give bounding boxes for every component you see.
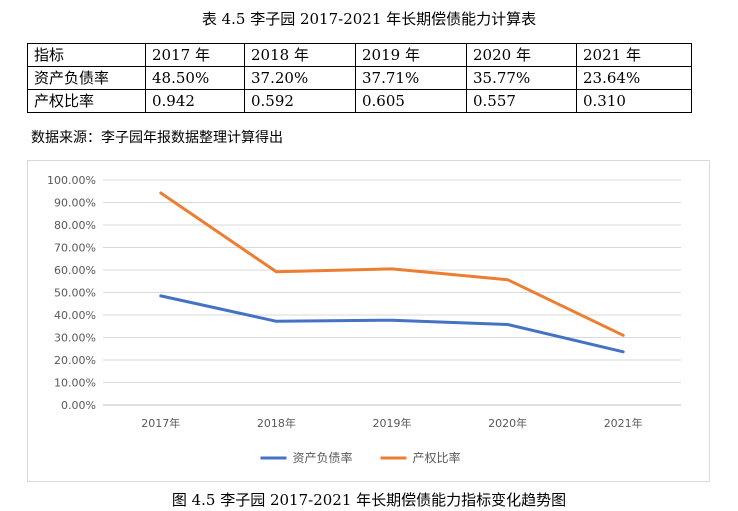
figure-caption: 图 4.5 李子园 2017-2021 年长期偿债能力指标变化趋势图 bbox=[171, 491, 567, 509]
table-cell: 37.71% bbox=[355, 66, 467, 90]
table-cell: 0.942 bbox=[145, 89, 245, 113]
table-row-debt-ratio: 资产负债率 48.50% 37.20% 37.71% 35.77% 23.64% bbox=[27, 66, 692, 90]
header-cell-2019: 2019 年 bbox=[355, 43, 467, 67]
y-tick-label: 80.00% bbox=[54, 219, 96, 232]
header-cell-2020: 2020 年 bbox=[466, 43, 577, 67]
table-cell: 48.50% bbox=[145, 66, 245, 90]
y-tick-label: 100.00% bbox=[47, 174, 96, 187]
table-header-row: 指标 2017 年 2018 年 2019 年 2020 年 2021 年 bbox=[27, 43, 692, 67]
row-label: 产权比率 bbox=[27, 89, 146, 113]
table-cell: 0.310 bbox=[576, 89, 692, 113]
x-tick-label: 2017年 bbox=[141, 416, 180, 430]
header-cell-2017: 2017 年 bbox=[145, 43, 245, 67]
table-cell: 23.64% bbox=[576, 66, 692, 90]
table-cell: 0.557 bbox=[466, 89, 577, 113]
source-note: 数据来源：李子园年报数据整理计算得出 bbox=[31, 130, 283, 146]
chart-canvas: 0.00% 10.00% 20.00% 30.00% 40.00% 50.00% 60.00… bbox=[47, 174, 681, 465]
y-tick-label: 40.00% bbox=[54, 309, 96, 322]
header-cell-2018: 2018 年 bbox=[244, 43, 356, 67]
table-title: 表 4.5 李子园 2017-2021 年长期偿债能力计算表 bbox=[201, 10, 537, 28]
table-cell: 0.592 bbox=[244, 89, 356, 113]
y-tick-label: 90.00% bbox=[54, 197, 96, 210]
x-tick-label: 2020年 bbox=[488, 416, 527, 430]
y-tick-label: 50.00% bbox=[54, 287, 96, 300]
debt-ratio-table: 指标 2017 年 2018 年 2019 年 2020 年 2021 年 资产… bbox=[27, 43, 692, 113]
header-cell-2021: 2021 年 bbox=[576, 43, 692, 67]
table-cell: 35.77% bbox=[466, 66, 577, 90]
y-tick-label: 60.00% bbox=[54, 264, 96, 277]
x-tick-label: 2021年 bbox=[604, 416, 643, 430]
legend-label: 资产负债率 bbox=[293, 450, 353, 465]
legend-label: 产权比率 bbox=[413, 450, 461, 465]
table-cell: 37.20% bbox=[244, 66, 356, 90]
y-tick-label: 70.00% bbox=[54, 242, 96, 255]
y-tick-label: 10.00% bbox=[54, 377, 96, 390]
y-tick-label: 20.00% bbox=[54, 354, 96, 367]
series-line bbox=[159, 294, 625, 354]
x-tick-label: 2018年 bbox=[257, 416, 296, 430]
series-line bbox=[159, 191, 625, 337]
table-row-equity-ratio: 产权比率 0.942 0.592 0.605 0.557 0.310 bbox=[27, 89, 692, 113]
y-tick-label: 30.00% bbox=[54, 332, 96, 345]
row-label: 资产负债率 bbox=[27, 66, 146, 90]
y-tick-label: 0.00% bbox=[61, 399, 96, 412]
table-cell: 0.605 bbox=[355, 89, 467, 113]
x-tick-label: 2019年 bbox=[373, 416, 412, 430]
line-chart: 0.00% 10.00% 20.00% 30.00% 40.00% 50.00% 60.00… bbox=[27, 160, 710, 482]
header-cell-indicator: 指标 bbox=[27, 43, 146, 67]
